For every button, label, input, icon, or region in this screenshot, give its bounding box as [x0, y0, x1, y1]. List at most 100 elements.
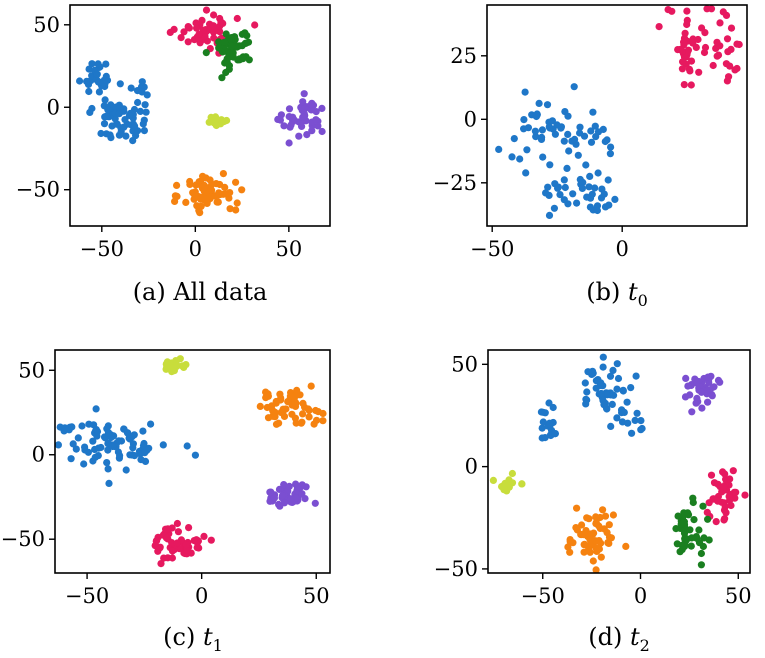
scatter-point-green: [228, 42, 236, 50]
scatter-point-orange: [280, 406, 288, 414]
scatter-point-orange: [291, 398, 299, 406]
scatter-point-pink: [733, 64, 741, 73]
scatter-point-orange: [182, 198, 190, 206]
scatter-point-blue: [573, 199, 581, 207]
scatter-point-yellow: [518, 480, 526, 488]
scatter-point-green: [697, 561, 706, 569]
panel-d-frame: [487, 349, 751, 574]
scatter-point-orange: [605, 533, 614, 541]
scatter-point-green: [704, 515, 712, 523]
scatter-point-orange: [585, 545, 593, 553]
scatter-point-green: [699, 502, 707, 510]
scatter-point-blue: [132, 132, 140, 140]
scatter-point-blue: [92, 405, 100, 413]
scatter-point-pink: [686, 67, 694, 75]
x-tick-label: −50: [470, 237, 514, 261]
y-tick-label: −50: [434, 557, 478, 581]
scatter-point-blue: [130, 431, 138, 439]
scatter-point-blue: [594, 169, 602, 177]
scatter-point-purple: [285, 105, 294, 113]
scatter-point-pink: [209, 22, 217, 30]
panel-a-ticks: −50 0 50 −50 0 50: [16, 13, 303, 261]
scatter-point-blue: [138, 78, 146, 86]
scatter-point-blue: [589, 108, 597, 116]
scatter-point-orange: [191, 188, 199, 196]
scatter-point-pink: [210, 11, 218, 19]
scatter-point-pink: [168, 539, 176, 547]
scatter-point-pink: [166, 28, 174, 36]
scatter-point-blue: [130, 452, 139, 460]
scatter-point-purple: [287, 121, 295, 129]
scatter-point-orange: [585, 533, 593, 541]
scatter-point-pink: [687, 81, 695, 89]
scatter-point-orange: [564, 543, 572, 551]
x-tick-label: −50: [65, 584, 109, 608]
scatter-point-blue: [587, 127, 595, 135]
scatter-point-yellow: [176, 355, 184, 363]
scatter-point-blue: [614, 374, 623, 383]
scatter-point-blue: [115, 437, 123, 445]
scatter-point-orange: [233, 199, 241, 207]
scatter-point-orange: [262, 394, 270, 402]
scatter-point-yellow: [163, 363, 171, 371]
scatter-point-green: [700, 534, 708, 542]
scatter-point-blue: [123, 429, 131, 437]
scatter-point-blue: [583, 193, 591, 201]
scatter-point-pink: [683, 20, 691, 29]
scatter-point-purple: [285, 139, 293, 147]
scatter-point-blue: [538, 126, 547, 134]
scatter-point-blue: [627, 384, 635, 392]
scatter-point-pink: [689, 39, 697, 47]
scatter-point-orange: [304, 405, 312, 413]
scatter-point-pink: [174, 528, 182, 536]
scatter-point-blue: [86, 108, 94, 116]
scatter-point-purple: [311, 499, 319, 507]
scatter-point-purple: [694, 398, 702, 406]
x-tick-label: 0: [189, 237, 202, 261]
scatter-point-blue: [69, 440, 77, 448]
scatter-point-blue: [538, 424, 546, 432]
scatter-point-blue: [628, 429, 636, 437]
scatter-point-pink: [722, 509, 730, 517]
scatter-point-purple: [301, 104, 309, 112]
scatter-point-blue: [556, 191, 564, 199]
scatter-point-blue: [551, 430, 559, 438]
scatter-point-purple: [698, 404, 706, 412]
scatter-point-blue: [637, 426, 645, 434]
scatter-point-orange: [232, 178, 240, 186]
scatter-point-blue: [74, 434, 82, 442]
scatter-point-blue: [591, 184, 599, 192]
scatter-point-orange: [589, 557, 597, 565]
scatter-point-blue: [550, 204, 559, 212]
scatter-point-blue: [140, 116, 148, 124]
scatter-point-orange: [288, 410, 296, 418]
scatter-point-blue: [560, 137, 568, 145]
scatter-point-green: [222, 30, 230, 38]
scatter-point-blue: [106, 131, 114, 139]
scatter-point-pink: [703, 5, 711, 13]
scatter-point-orange: [256, 402, 264, 410]
scatter-point-purple: [300, 90, 308, 98]
scatter-point-purple: [307, 101, 315, 109]
scatter-point-orange: [271, 408, 279, 416]
panel-a-frame: [69, 4, 331, 227]
scatter-point-pink: [219, 19, 227, 27]
scatter-point-blue: [143, 91, 151, 99]
scatter-point-orange: [263, 403, 271, 412]
scatter-point-blue: [604, 176, 612, 184]
scatter-point-pink: [680, 81, 688, 89]
scatter-point-blue: [520, 125, 528, 133]
scatter-point-pink: [679, 58, 687, 66]
scatter-point-purple: [278, 491, 287, 500]
scatter-point-yellow: [212, 115, 220, 123]
scatter-point-yellow: [501, 479, 509, 487]
scatter-point-yellow: [508, 469, 516, 478]
scatter-point-pink: [695, 68, 703, 76]
scatter-point-pink: [185, 524, 193, 532]
scatter-point-orange: [319, 409, 327, 418]
scatter-point-blue: [606, 372, 615, 380]
panel-d: −50 0 50 −50 0 50 (d) t2: [434, 349, 752, 655]
scatter-point-pink: [683, 7, 691, 15]
x-tick-label: 0: [195, 584, 208, 608]
